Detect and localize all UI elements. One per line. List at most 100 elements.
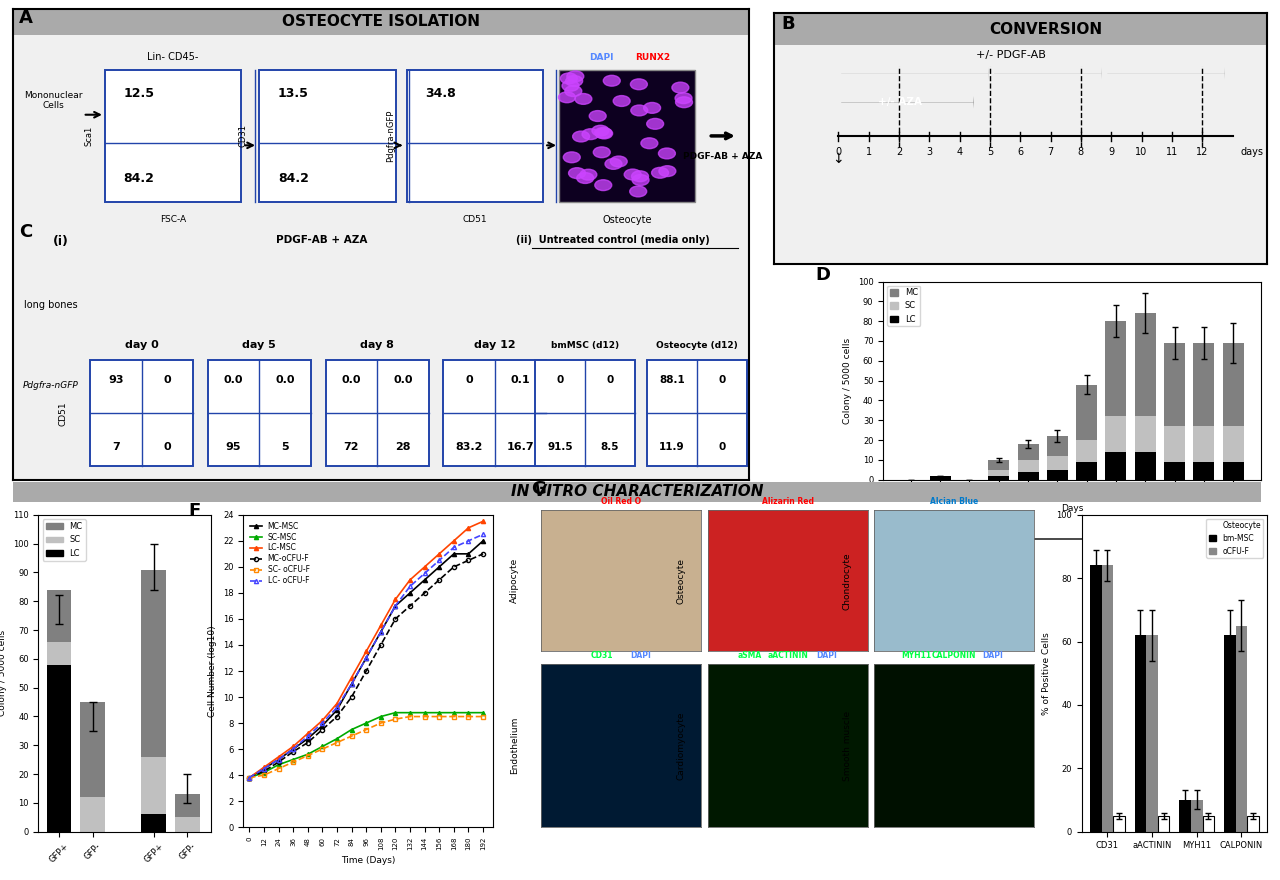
Circle shape	[561, 73, 577, 84]
LC- oCFU-F	[315, 718, 330, 729]
Text: 9: 9	[1108, 147, 1115, 157]
MC-oCFU-F	[358, 665, 374, 676]
Text: OSTEOCYTE ISOLATION: OSTEOCYTE ISOLATION	[282, 14, 480, 30]
Bar	[1106, 416, 1126, 480]
Circle shape	[595, 128, 612, 138]
LC- oCFU-F	[271, 754, 287, 765]
Text: Osteocyte: Osteocyte	[676, 558, 686, 604]
MC-oCFU-F	[300, 737, 315, 748]
SC-MSC	[315, 741, 330, 752]
Circle shape	[675, 92, 692, 104]
Legend: MC-MSC, SC-MSC, LC-MSC, MC-oCFU-F, SC- oCFU-F, LC- oCFU-F: MC-MSC, SC-MSC, LC-MSC, MC-oCFU-F, SC- o…	[247, 518, 312, 588]
SC-MSC	[256, 767, 271, 778]
LC-MSC	[388, 594, 403, 605]
MC-MSC	[242, 773, 257, 783]
FancyArrowPatch shape	[995, 67, 1102, 80]
SC-MSC	[285, 754, 301, 765]
MC-MSC	[285, 744, 301, 754]
Legend: MC, SC, LC: MC, SC, LC	[42, 519, 86, 561]
Bar	[46, 590, 70, 832]
Text: 8.5: 8.5	[600, 443, 620, 452]
Bar	[1164, 426, 1185, 480]
Text: +/- PDGF-AB: +/- PDGF-AB	[977, 49, 1046, 60]
Text: D: D	[815, 266, 831, 283]
Bar	[1134, 313, 1156, 480]
Bar	[175, 794, 200, 832]
Text: day 5: day 5	[242, 341, 276, 350]
Circle shape	[676, 97, 692, 107]
Circle shape	[659, 165, 676, 177]
MC-oCFU-F	[344, 692, 360, 702]
SC- oCFU-F	[242, 773, 257, 783]
Bar	[1222, 343, 1244, 480]
SC- oCFU-F	[344, 730, 360, 741]
SC- oCFU-F	[461, 711, 476, 722]
Text: RUNX2: RUNX2	[635, 53, 671, 62]
Text: Cardiomyocyte: Cardiomyocyte	[676, 712, 686, 780]
MC-oCFU-F	[329, 711, 344, 722]
Bar	[1158, 816, 1170, 832]
MC-oCFU-F	[402, 601, 417, 612]
Bar	[774, 13, 1267, 45]
SC- oCFU-F	[372, 718, 388, 729]
Text: 3: 3	[927, 147, 932, 157]
Text: PDGF-AB + AZA: PDGF-AB + AZA	[684, 152, 763, 161]
SC- oCFU-F	[358, 724, 374, 735]
Circle shape	[568, 168, 585, 179]
Text: 0.0: 0.0	[342, 375, 361, 385]
SC- oCFU-F	[300, 751, 315, 761]
Text: CD31: CD31	[591, 650, 613, 659]
Bar	[325, 361, 429, 466]
Bar	[1018, 472, 1038, 480]
LC-MSC	[447, 536, 462, 546]
MC-MSC	[431, 561, 447, 572]
Text: 0: 0	[466, 375, 472, 385]
SC-MSC	[344, 724, 360, 735]
Text: Adipocyte: Adipocyte	[509, 558, 520, 604]
MC-oCFU-F	[242, 773, 257, 783]
Text: 11.9: 11.9	[659, 443, 685, 452]
Text: 72: 72	[343, 443, 360, 452]
Bar	[929, 475, 951, 480]
Circle shape	[595, 128, 613, 139]
Text: 1: 1	[865, 147, 872, 157]
Bar	[1164, 462, 1185, 480]
Text: 4: 4	[956, 147, 963, 157]
Text: Mononuclear
Cells: Mononuclear Cells	[24, 91, 82, 110]
MC-MSC	[344, 678, 360, 689]
LC-MSC	[256, 762, 271, 773]
Bar	[1224, 635, 1235, 832]
Bar	[988, 459, 1010, 480]
MC-MSC	[388, 601, 403, 612]
Text: Smooth muscle: Smooth muscle	[842, 711, 852, 781]
MC-oCFU-F	[315, 724, 330, 735]
Line: SC-MSC: SC-MSC	[247, 710, 485, 780]
Text: 6: 6	[1018, 147, 1024, 157]
Circle shape	[582, 128, 599, 140]
Bar	[443, 361, 547, 466]
Bar	[175, 818, 200, 832]
MC-MSC	[447, 548, 462, 559]
MC-oCFU-F	[388, 613, 403, 624]
Bar	[1134, 416, 1156, 480]
Text: Osteocyte: Osteocyte	[603, 215, 652, 225]
Circle shape	[613, 96, 630, 106]
Circle shape	[632, 174, 649, 186]
Bar	[1247, 816, 1258, 832]
LC-MSC	[372, 620, 388, 631]
Text: B: B	[782, 16, 795, 33]
Text: 2: 2	[896, 147, 902, 157]
Text: Pdgfra-nGFP: Pdgfra-nGFP	[246, 484, 302, 494]
MC-MSC	[329, 705, 344, 715]
Legend: MC, SC, LC: MC, SC, LC	[887, 286, 920, 326]
Text: F: F	[188, 502, 201, 520]
Circle shape	[646, 119, 663, 129]
LC- oCFU-F	[417, 568, 433, 579]
Bar	[1106, 321, 1126, 480]
Bar	[1164, 343, 1185, 480]
LC-MSC	[242, 773, 257, 783]
MC-MSC	[358, 653, 374, 664]
Bar	[105, 70, 241, 202]
LC-MSC	[329, 698, 344, 708]
Text: +/- AZA: +/- AZA	[878, 97, 922, 107]
